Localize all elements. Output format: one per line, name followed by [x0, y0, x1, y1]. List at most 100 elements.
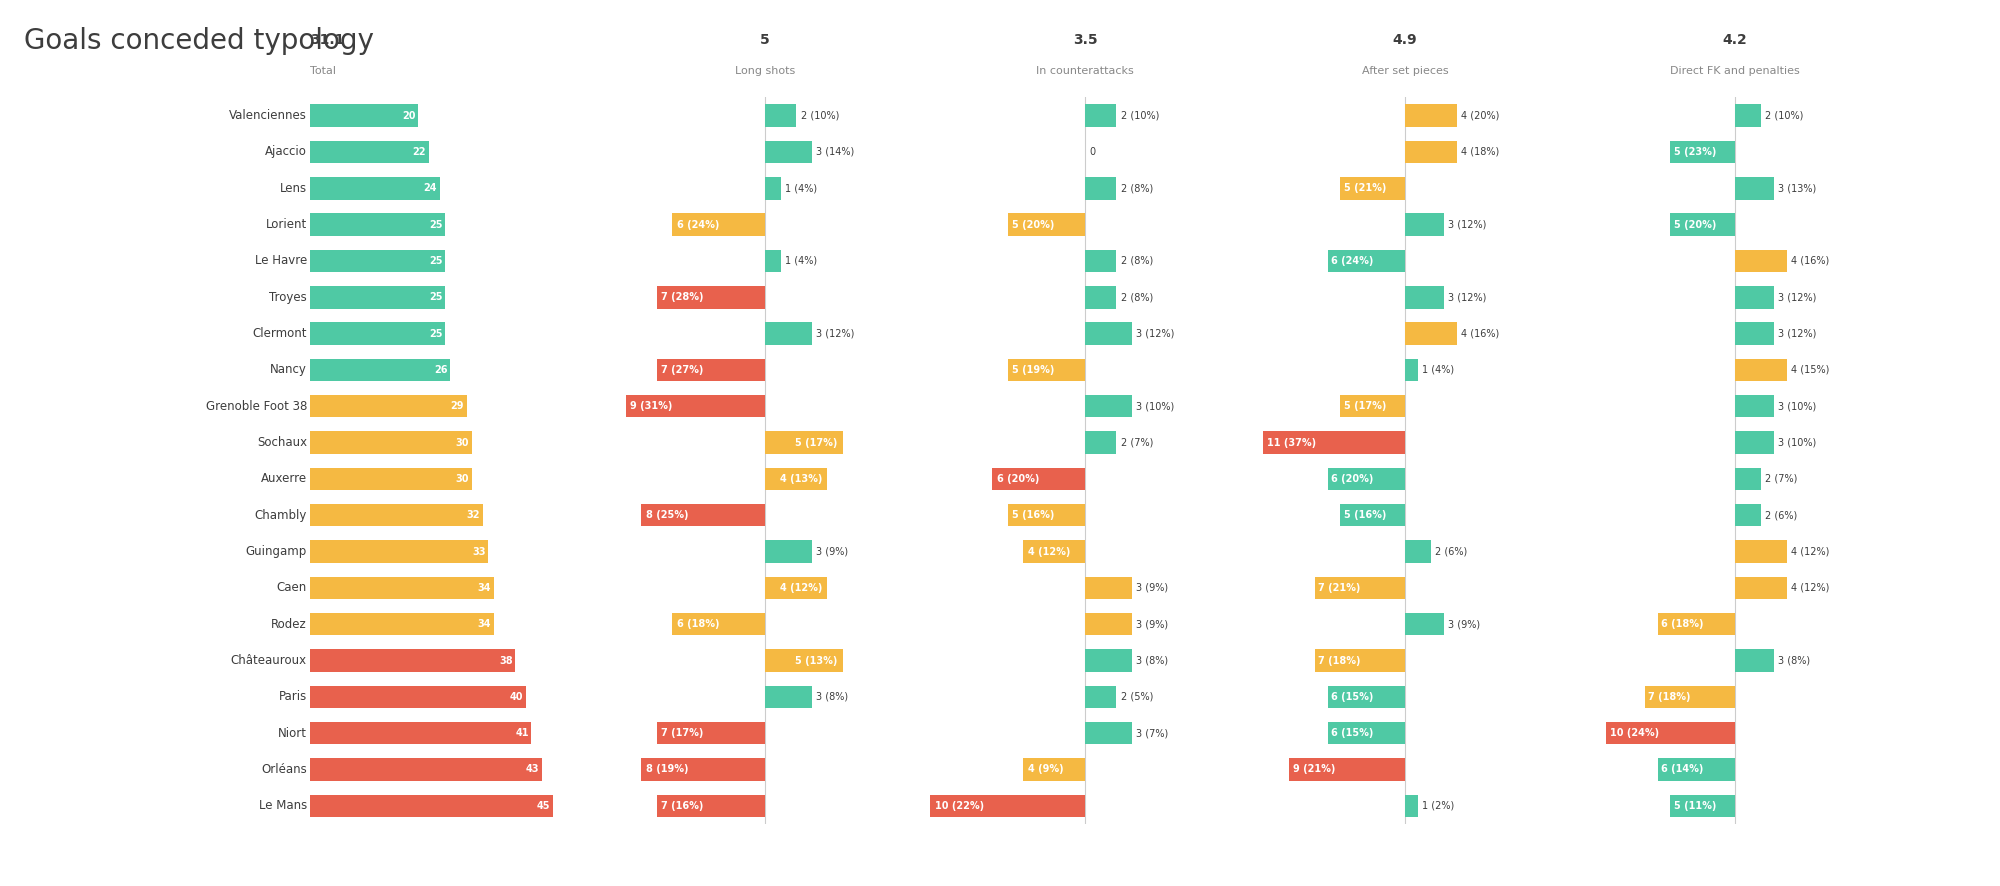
- Bar: [1736, 286, 1774, 308]
- Text: Grenoble Foot 38: Grenoble Foot 38: [206, 400, 306, 413]
- Bar: [1644, 686, 1736, 708]
- Text: 24: 24: [424, 183, 436, 193]
- Text: 7 (17%): 7 (17%): [662, 728, 704, 738]
- Bar: [1328, 686, 1404, 708]
- Text: 30: 30: [456, 474, 470, 484]
- Bar: [1736, 468, 1760, 490]
- Bar: [1404, 286, 1444, 308]
- Bar: [764, 468, 828, 490]
- Text: 34: 34: [478, 619, 490, 629]
- Text: Auxerre: Auxerre: [260, 472, 306, 486]
- Text: 11 (37%): 11 (37%): [1266, 438, 1316, 447]
- Bar: [1736, 577, 1786, 599]
- Text: 5 (20%): 5 (20%): [1674, 220, 1716, 229]
- Bar: [310, 613, 494, 635]
- Text: Niort: Niort: [278, 727, 306, 740]
- Text: Le Mans: Le Mans: [258, 799, 306, 812]
- Text: 5 (16%): 5 (16%): [1344, 510, 1386, 520]
- Bar: [1404, 214, 1444, 236]
- Text: 3.5: 3.5: [1072, 33, 1098, 47]
- Text: 3 (9%): 3 (9%): [816, 547, 848, 556]
- Text: After set pieces: After set pieces: [1362, 66, 1448, 75]
- Bar: [1404, 141, 1456, 163]
- Bar: [1024, 540, 1084, 563]
- Text: 7 (28%): 7 (28%): [662, 292, 704, 302]
- Bar: [764, 649, 842, 672]
- Bar: [1084, 323, 1132, 345]
- Text: 3 (14%): 3 (14%): [816, 147, 854, 157]
- Text: 2 (10%): 2 (10%): [1120, 111, 1160, 120]
- Text: 34: 34: [478, 583, 490, 593]
- Text: 43: 43: [526, 765, 540, 774]
- Bar: [1404, 540, 1430, 563]
- Bar: [1084, 395, 1132, 417]
- Text: 2 (6%): 2 (6%): [1434, 547, 1466, 556]
- Text: 5 (23%): 5 (23%): [1674, 147, 1716, 157]
- Bar: [1340, 177, 1404, 199]
- Text: Paris: Paris: [278, 690, 306, 703]
- Bar: [1008, 359, 1084, 381]
- Bar: [1008, 504, 1084, 526]
- Bar: [1084, 177, 1116, 199]
- Bar: [310, 105, 418, 127]
- Text: 41: 41: [516, 728, 528, 738]
- Text: 3 (12%): 3 (12%): [816, 329, 854, 338]
- Text: 38: 38: [498, 656, 512, 665]
- Bar: [764, 250, 780, 272]
- Bar: [1084, 649, 1132, 672]
- Text: 3 (12%): 3 (12%): [1778, 292, 1816, 302]
- Bar: [1736, 649, 1774, 672]
- Text: 3 (10%): 3 (10%): [1778, 401, 1816, 411]
- Text: 3 (12%): 3 (12%): [1448, 220, 1486, 229]
- Bar: [1262, 431, 1404, 454]
- Bar: [1084, 722, 1132, 744]
- Text: 5 (20%): 5 (20%): [1012, 220, 1054, 229]
- Text: 2 (6%): 2 (6%): [1764, 510, 1796, 520]
- Text: 3 (8%): 3 (8%): [1778, 656, 1810, 665]
- Text: 4 (12%): 4 (12%): [1028, 547, 1070, 556]
- Text: 9 (21%): 9 (21%): [1292, 765, 1336, 774]
- Text: 3 (9%): 3 (9%): [1136, 619, 1168, 629]
- Text: 6 (14%): 6 (14%): [1662, 765, 1704, 774]
- Bar: [1340, 504, 1404, 526]
- Text: 2 (10%): 2 (10%): [1764, 111, 1804, 120]
- Text: Caen: Caen: [276, 581, 306, 595]
- Text: 3 (10%): 3 (10%): [1136, 401, 1174, 411]
- Bar: [1670, 795, 1736, 817]
- Bar: [1084, 250, 1116, 272]
- Text: Lens: Lens: [280, 182, 306, 195]
- Text: 4 (18%): 4 (18%): [1460, 147, 1498, 157]
- Text: 1 (4%): 1 (4%): [786, 183, 818, 193]
- Bar: [640, 504, 764, 526]
- Text: 25: 25: [428, 292, 442, 302]
- Text: 2 (7%): 2 (7%): [1764, 474, 1798, 484]
- Bar: [310, 722, 532, 744]
- Text: 7 (27%): 7 (27%): [662, 365, 704, 375]
- Text: 3 (8%): 3 (8%): [816, 692, 848, 702]
- Text: 25: 25: [428, 329, 442, 338]
- Text: 10 (24%): 10 (24%): [1610, 728, 1658, 738]
- Bar: [1084, 431, 1116, 454]
- Text: 4.2: 4.2: [1722, 33, 1748, 47]
- Bar: [656, 722, 764, 744]
- Bar: [764, 105, 796, 127]
- Bar: [1314, 577, 1404, 599]
- Text: 5 (17%): 5 (17%): [1344, 401, 1386, 411]
- Bar: [1084, 686, 1116, 708]
- Bar: [1736, 431, 1774, 454]
- Text: 3 (12%): 3 (12%): [1778, 329, 1816, 338]
- Text: Châteauroux: Châteauroux: [230, 654, 306, 667]
- Text: Rodez: Rodez: [272, 618, 306, 631]
- Text: 5 (16%): 5 (16%): [1012, 510, 1054, 520]
- Text: 3 (13%): 3 (13%): [1778, 183, 1816, 193]
- Bar: [1314, 649, 1404, 672]
- Text: 40: 40: [510, 692, 524, 702]
- Text: 5 (19%): 5 (19%): [1012, 365, 1054, 375]
- Bar: [1084, 286, 1116, 308]
- Text: 4 (16%): 4 (16%): [1460, 329, 1498, 338]
- Bar: [1606, 722, 1736, 744]
- Bar: [310, 795, 554, 817]
- Bar: [764, 577, 828, 599]
- Text: 3 (10%): 3 (10%): [1778, 438, 1816, 447]
- Bar: [672, 613, 764, 635]
